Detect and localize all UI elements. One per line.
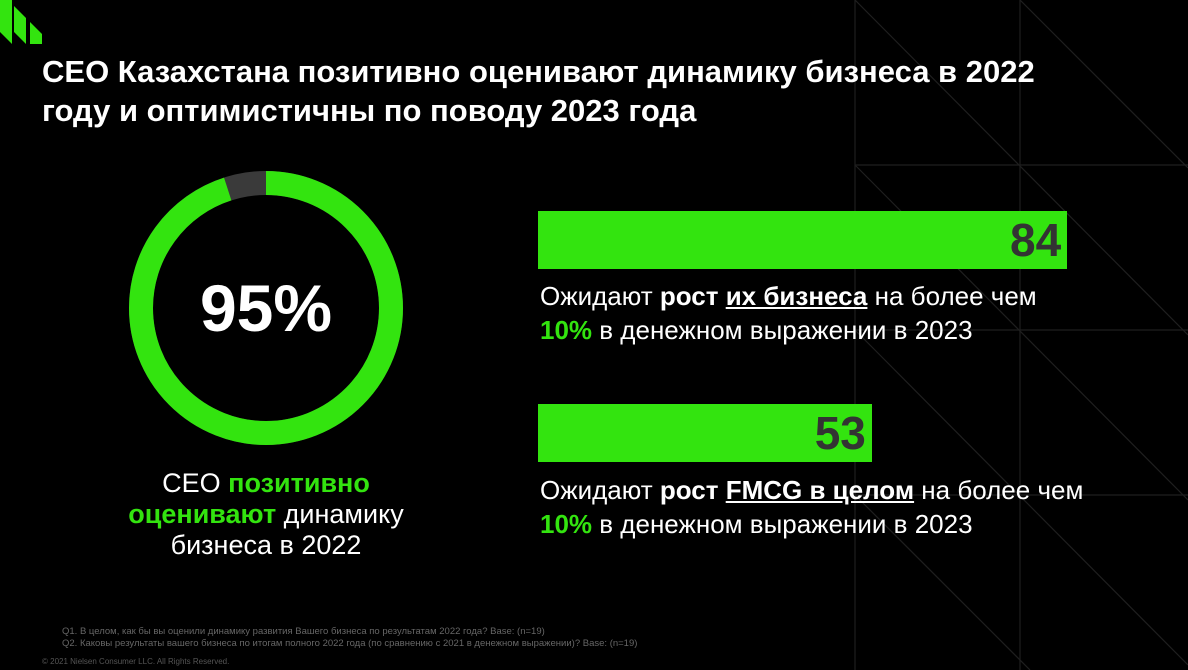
desc-space xyxy=(718,281,725,311)
desc-text: в денежном выражении в 2023 xyxy=(592,315,973,345)
desc-text: на более чем xyxy=(914,475,1084,505)
caption-text: бизнеса в 2022 xyxy=(170,530,362,560)
desc-text: Ожидают xyxy=(540,281,660,311)
desc-percent: 10% xyxy=(540,315,593,345)
desc-bold: рост xyxy=(659,281,719,311)
desc-bold: рост xyxy=(659,475,719,505)
caption-text: CEO xyxy=(162,468,229,498)
bar-value-label: 84 xyxy=(1010,214,1062,266)
caption-highlight: позитивно xyxy=(228,468,370,498)
desc-percent: 10% xyxy=(540,509,593,539)
footnote-q1: Q1. В целом, как бы вы оценили динамику … xyxy=(62,626,545,637)
desc-underlined: FMCG в целом xyxy=(725,475,915,505)
bar-value-label: 53 xyxy=(814,407,866,459)
caption-highlight: оценивают xyxy=(128,499,277,529)
desc-space xyxy=(718,475,725,505)
copyright: © 2021 Nielsen Consumer LLC. All Rights … xyxy=(42,657,230,666)
footnotes: Q1. В целом, как бы вы оценили динамику … xyxy=(62,626,962,650)
desc-text: на более чем xyxy=(867,281,1037,311)
caption-text: динамику xyxy=(276,499,404,529)
bar-business-growth: 84 xyxy=(538,211,1068,269)
bar-description: Ожидают рост их бизнеса на более чем 10%… xyxy=(540,279,1180,347)
desc-text: Ожидают xyxy=(540,475,660,505)
donut-caption: CEO позитивно оценивают динамику бизнеса… xyxy=(86,468,446,561)
footnote-q2: Q2. Каковы результаты вашего бизнеса по … xyxy=(62,638,638,649)
donut-chart xyxy=(129,171,403,445)
donut-value-label: 95% xyxy=(199,271,333,345)
page-title: CEO Казахстана позитивно оценивают динам… xyxy=(42,54,1035,128)
donut-arc-positive xyxy=(129,171,403,445)
bar-fmcg-growth: 53 xyxy=(538,404,872,462)
desc-text: в денежном выражении в 2023 xyxy=(592,509,973,539)
bar-description: Ожидают рост FMCG в целом на более чем 1… xyxy=(540,473,1180,541)
desc-underlined: их бизнеса xyxy=(725,281,868,311)
logo-icon xyxy=(0,0,42,44)
